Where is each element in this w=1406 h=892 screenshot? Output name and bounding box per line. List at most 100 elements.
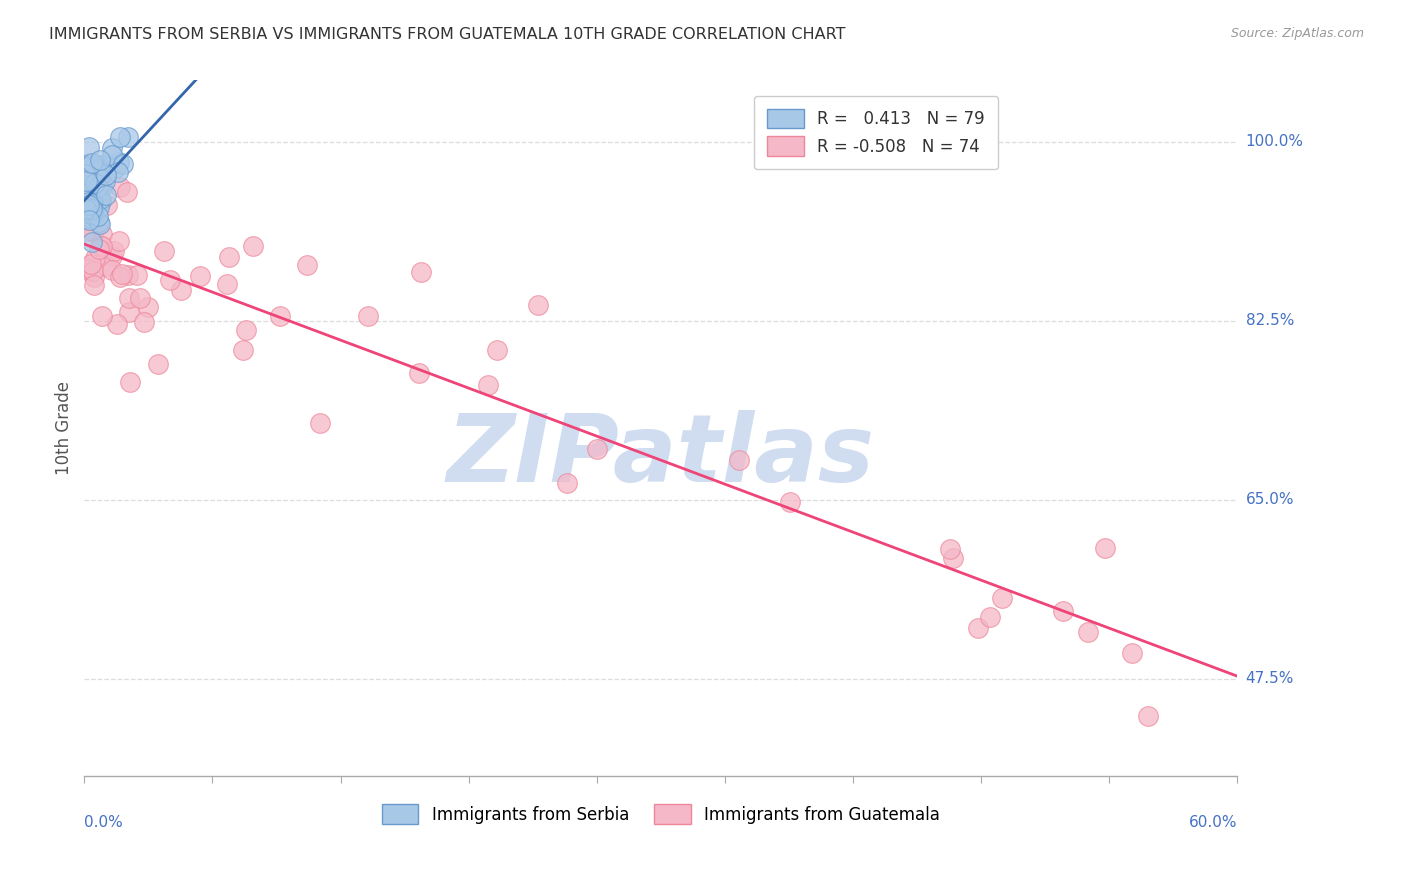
Point — [76, 196, 98, 211]
Point — [75, 167, 97, 181]
Point — [86, 177, 108, 191]
Point — [80, 202, 103, 216]
Point — [136, 300, 159, 314]
Text: 0.0%: 0.0% — [84, 815, 124, 830]
Point — [979, 610, 1001, 624]
Point — [82, 195, 104, 210]
Point — [101, 141, 124, 155]
Point — [79, 199, 101, 213]
Point — [75, 184, 97, 198]
Point — [89, 217, 111, 231]
Point — [94, 169, 117, 183]
Point — [84, 161, 107, 175]
Point — [79, 198, 101, 212]
Point — [76, 206, 98, 220]
Point — [84, 163, 107, 178]
Point — [408, 367, 430, 381]
Point — [91, 309, 114, 323]
Point — [100, 147, 122, 161]
Point — [75, 192, 97, 206]
Point — [89, 153, 111, 167]
Point — [91, 158, 114, 172]
Point — [83, 176, 105, 190]
Point — [90, 239, 112, 253]
Point — [79, 194, 101, 209]
Point — [117, 186, 139, 200]
Point — [80, 198, 103, 212]
Point — [242, 239, 264, 253]
Point — [107, 165, 129, 179]
Text: ZIPatlas: ZIPatlas — [447, 410, 875, 502]
Point — [111, 268, 134, 282]
Point — [118, 292, 141, 306]
Point — [235, 323, 257, 337]
Point — [75, 199, 97, 213]
Point — [75, 224, 97, 238]
Point — [86, 158, 108, 172]
Point — [411, 265, 433, 279]
Point — [94, 188, 117, 202]
Point — [111, 157, 134, 171]
Point — [727, 453, 749, 467]
Point — [82, 195, 104, 210]
Point — [77, 140, 100, 154]
Point — [100, 249, 122, 263]
Point — [125, 268, 148, 282]
Point — [80, 183, 103, 197]
Point — [87, 180, 110, 194]
Text: 82.5%: 82.5% — [1246, 313, 1294, 328]
Point — [80, 191, 103, 205]
Text: IMMIGRANTS FROM SERBIA VS IMMIGRANTS FROM GUATEMALA 10TH GRADE CORRELATION CHART: IMMIGRANTS FROM SERBIA VS IMMIGRANTS FRO… — [49, 27, 846, 42]
Point — [76, 157, 98, 171]
Point — [80, 207, 103, 221]
Point — [86, 209, 108, 223]
Y-axis label: 10th Grade: 10th Grade — [55, 381, 73, 475]
Point — [101, 262, 124, 277]
Point — [77, 184, 100, 198]
Point — [76, 185, 98, 199]
Point — [128, 291, 150, 305]
Point — [82, 235, 104, 249]
Point — [295, 258, 318, 272]
Point — [991, 591, 1014, 605]
Point — [108, 234, 131, 248]
Point — [105, 317, 128, 331]
Point — [83, 209, 105, 223]
Point — [232, 343, 254, 358]
Point — [269, 309, 291, 323]
Point — [90, 180, 112, 194]
Point — [79, 199, 101, 213]
Point — [75, 184, 97, 198]
Text: 65.0%: 65.0% — [1246, 492, 1294, 508]
Text: 100.0%: 100.0% — [1246, 134, 1303, 149]
Point — [75, 160, 97, 174]
Point — [76, 261, 98, 276]
Point — [82, 178, 104, 193]
Point — [82, 172, 104, 186]
Legend: Immigrants from Serbia, Immigrants from Guatemala: Immigrants from Serbia, Immigrants from … — [375, 797, 946, 830]
Point — [80, 202, 103, 216]
Point — [89, 192, 111, 206]
Point — [80, 186, 103, 200]
Point — [939, 541, 962, 556]
Point — [148, 357, 170, 371]
Point — [1094, 541, 1116, 556]
Point — [83, 270, 105, 285]
Point — [75, 200, 97, 214]
Point — [82, 180, 104, 194]
Point — [89, 215, 111, 229]
Point — [77, 186, 100, 200]
Point — [82, 203, 104, 218]
Point — [96, 198, 118, 212]
Point — [1137, 709, 1160, 723]
Point — [83, 173, 105, 187]
Point — [90, 194, 112, 209]
Point — [486, 343, 509, 357]
Point — [80, 197, 103, 211]
Point — [80, 211, 103, 226]
Point — [82, 204, 104, 219]
Point — [75, 200, 97, 214]
Point — [159, 273, 181, 287]
Point — [76, 171, 98, 186]
Point — [77, 197, 100, 211]
